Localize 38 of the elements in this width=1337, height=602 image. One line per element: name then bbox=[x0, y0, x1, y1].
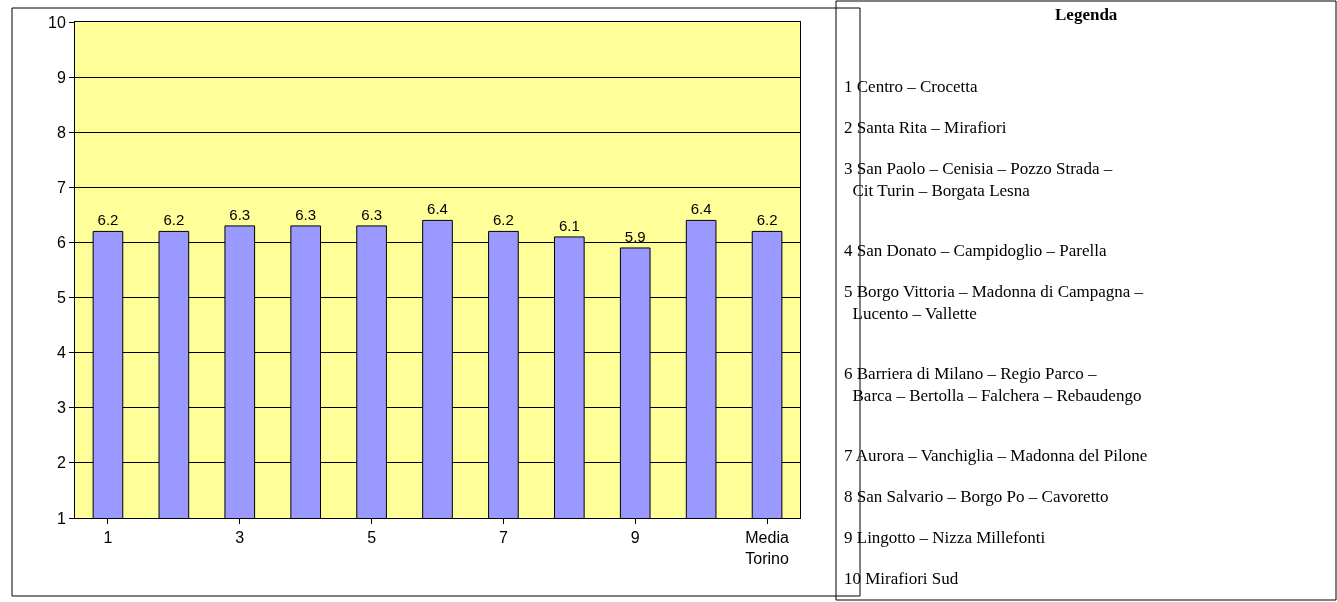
text: 3 San Paolo – Cenisia – Pozzo Strada – Cit Turin – Borgata Lesna bbox=[844, 159, 1113, 201]
text: 2 Santa Rita – Mirafiori bbox=[844, 118, 1007, 137]
text: 4 San Donato – Campidoglio – Parella bbox=[844, 241, 1107, 260]
x-tick-label: 7 bbox=[498, 529, 508, 547]
data-label: 6.2 bbox=[492, 211, 514, 229]
text: 9 Lingotto – Nizza Millefonti bbox=[844, 528, 1046, 547]
y-tick-label: 7 bbox=[56, 178, 66, 196]
text: 6 Barriera di Milano – Regio Parco – Barca – Bertolla – Falchera – Rebaudengo bbox=[844, 364, 1142, 406]
x-tick-label: 9 bbox=[630, 529, 640, 547]
x-tick-label: 3 bbox=[235, 529, 245, 547]
data-label: 6.3 bbox=[361, 205, 383, 223]
x-tick-label: 5 bbox=[367, 529, 377, 547]
y-tick-label: 10 bbox=[48, 13, 66, 31]
y-tick-label: 6 bbox=[56, 234, 66, 252]
y-tick-label: 8 bbox=[56, 123, 66, 141]
y-tick-label: 3 bbox=[56, 399, 66, 417]
data-label: 6.2 bbox=[97, 211, 119, 229]
y-tick-label: 1 bbox=[56, 509, 66, 527]
text: 7 Aurora – Vanchiglia – Madonna del Pilone bbox=[844, 446, 1148, 465]
data-label: 5.9 bbox=[624, 227, 646, 245]
text: 10 Mirafiori Sud bbox=[844, 569, 959, 588]
data-label: 6.2 bbox=[163, 211, 185, 229]
data-label: 6.2 bbox=[756, 211, 778, 229]
y-tick-label: 5 bbox=[56, 289, 66, 307]
text: Legenda bbox=[1055, 5, 1118, 24]
text: 5 Borgo Vittoria – Madonna di Campagna – Lucento – Vallette bbox=[844, 282, 1144, 324]
x-tick-label: Media Torino bbox=[745, 529, 789, 567]
y-tick-label: 2 bbox=[56, 454, 66, 472]
data-label: 6.4 bbox=[690, 200, 712, 218]
data-label: 6.3 bbox=[229, 205, 251, 223]
data-label: 6.4 bbox=[427, 200, 448, 218]
x-tick-label: 1 bbox=[103, 529, 113, 547]
text: 8 San Salvario – Borgo Po – Cavoretto bbox=[844, 487, 1109, 506]
data-label: 6.1 bbox=[558, 216, 580, 234]
text: 1 Centro – Crocetta bbox=[844, 77, 979, 96]
data-label: 6.3 bbox=[295, 205, 317, 223]
y-tick-label: 4 bbox=[56, 344, 66, 362]
y-tick-label: 9 bbox=[56, 68, 66, 86]
